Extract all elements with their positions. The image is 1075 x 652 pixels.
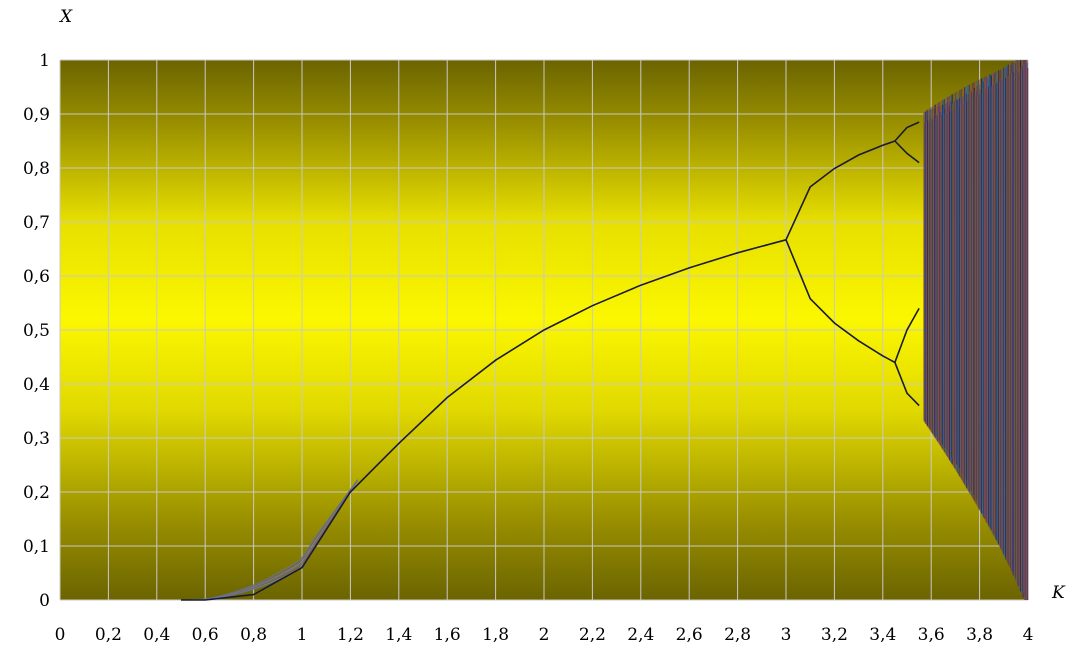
bifurcation-branch <box>181 239 787 601</box>
x-tick-label: 2,2 <box>579 625 606 645</box>
y-tick-label: 0,9 <box>23 105 50 125</box>
bifurcation-branches <box>181 121 920 601</box>
bifurcation-branch <box>894 121 920 142</box>
y-axis-label: X <box>58 7 73 27</box>
x-tick-label: 3,6 <box>918 625 945 645</box>
y-tick-label: 0,5 <box>23 321 50 341</box>
y-tick-label: 0,6 <box>23 267 50 287</box>
x-tick-label: 3,8 <box>966 625 993 645</box>
x-tick-label: 0,8 <box>240 625 267 645</box>
x-tick-label: 0,2 <box>95 625 122 645</box>
x-tick-label: 3 <box>781 625 792 645</box>
y-tick-label: 1 <box>39 51 50 71</box>
x-tick-label: 1,2 <box>337 625 364 645</box>
x-tick-label: 2,4 <box>627 625 654 645</box>
x-tick-label: 1,8 <box>482 625 509 645</box>
x-tick-label: 0,4 <box>143 625 170 645</box>
x-tick-label: 1,6 <box>434 625 461 645</box>
chaos-region <box>923 60 1029 600</box>
bifurcation-branch <box>894 308 920 363</box>
x-tick-label: 0,6 <box>192 625 219 645</box>
x-axis-label: K <box>1051 583 1066 603</box>
x-tick-label: 2 <box>539 625 550 645</box>
bifurcation-branch <box>894 140 920 164</box>
y-tick-label: 0 <box>39 591 50 611</box>
bifurcation-branch <box>785 140 896 241</box>
x-tick-label: 3,4 <box>869 625 896 645</box>
y-tick-label: 0,3 <box>23 429 50 449</box>
y-tick-label: 0,2 <box>23 483 50 503</box>
x-tick-label: 4 <box>1023 625 1034 645</box>
y-tick-label: 0,4 <box>23 375 50 395</box>
x-tick-label: 2,6 <box>676 625 703 645</box>
y-tick-label: 0,8 <box>23 159 50 179</box>
y-tick-label: 0,1 <box>23 537 50 557</box>
x-tick-label: 1,4 <box>385 625 412 645</box>
bifurcation-branch <box>785 239 896 364</box>
x-tick-label: 3,2 <box>821 625 848 645</box>
y-tick-labels: 0 0,1 0,2 0,3 0,4 0,5 0,6 0,7 0,8 0,9 1 <box>23 51 50 611</box>
y-tick-label: 0,7 <box>23 213 50 233</box>
x-tick-label: 1 <box>297 625 308 645</box>
x-tick-labels: 0 0,2 0,4 0,6 0,8 1 1,2 1,4 1,6 1,8 2 2,2 2,4 2,6 2,8 3… <box>55 625 1034 645</box>
x-tick-label: 0 <box>55 625 66 645</box>
x-tick-label: 2,8 <box>724 625 751 645</box>
bifurcation-branch <box>894 362 920 407</box>
